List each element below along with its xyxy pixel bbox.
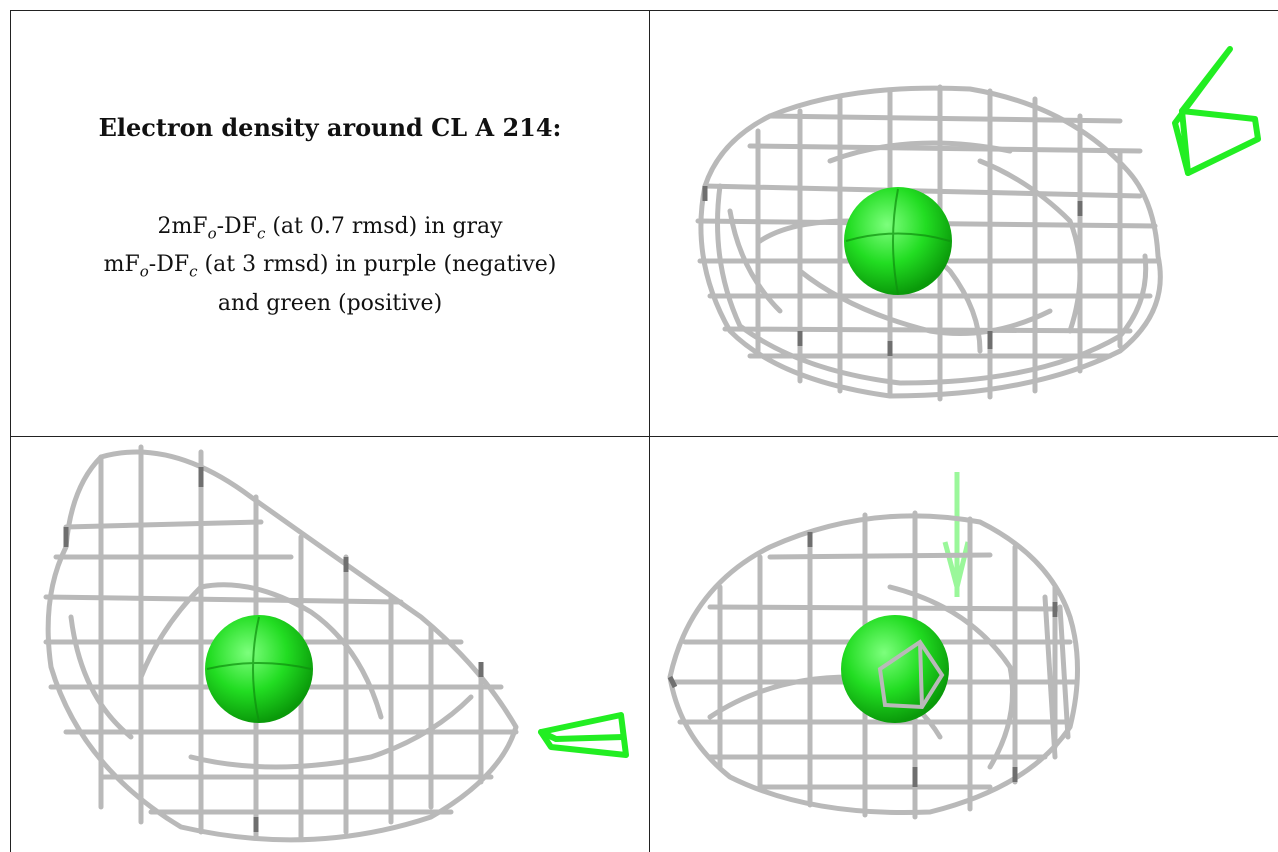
figure-title: Electron density around CL A 214:: [98, 113, 562, 142]
positive-density-spike: [942, 472, 971, 597]
mesh-dark-edges: [667, 532, 1058, 787]
legend-line-3: and green (positive): [217, 290, 443, 316]
legend-line-2: mFo-DFc (at 3 rmsd) in purple (negative): [11, 249, 649, 287]
legend-description: 2mFo-DFc (at 0.7 rmsd) in gray mFo-DFc (…: [11, 211, 649, 319]
view-top-right: [650, 11, 1278, 436]
sphere-mesh-lines: [845, 188, 951, 295]
view-bottom-left: [11, 437, 649, 852]
positive-density-blob: [538, 712, 629, 758]
legend-2-rest: (at 3 rmsd) in purple (negative): [197, 252, 557, 278]
legend-1-b-sub: c: [256, 224, 266, 243]
mesh-front-cage: [877, 639, 945, 710]
legend-1-rest: (at 0.7 rmsd) in gray: [265, 214, 503, 239]
sphere-chloride: [205, 615, 313, 723]
density-mesh: [695, 84, 1163, 402]
density-render-bottom-left: [43, 444, 629, 843]
legend-1-a-sub: o: [207, 224, 217, 243]
border-center: [649, 10, 650, 852]
legend-cell: Electron density around CL A 214: 2mFo-D…: [11, 11, 649, 436]
legend-line-1: 2mFo-DFc (at 0.7 rmsd) in gray: [11, 211, 649, 249]
density-render-top-right: [695, 46, 1261, 402]
density-mesh: [43, 444, 519, 843]
legend-1-a: 2mF: [157, 214, 208, 239]
legend-2-a-sub: o: [139, 262, 149, 281]
legend-2-b: -DF: [148, 252, 190, 278]
sphere-chloride: [844, 187, 952, 295]
legend-2-b-sub: c: [189, 262, 198, 281]
density-render-bottom-right: [667, 472, 1080, 820]
border-middle: [10, 436, 1278, 437]
mesh-dark-edges: [702, 186, 1083, 356]
border-top: [10, 10, 1278, 11]
sphere-mesh-lines: [206, 616, 312, 723]
legend-1-b: -DF: [216, 214, 257, 239]
mesh-dark-edges: [63, 467, 484, 832]
positive-density-blob: [1172, 46, 1261, 176]
border-left: [10, 10, 11, 852]
legend-2-a: mF: [103, 252, 140, 278]
view-bottom-right: [650, 437, 1278, 852]
